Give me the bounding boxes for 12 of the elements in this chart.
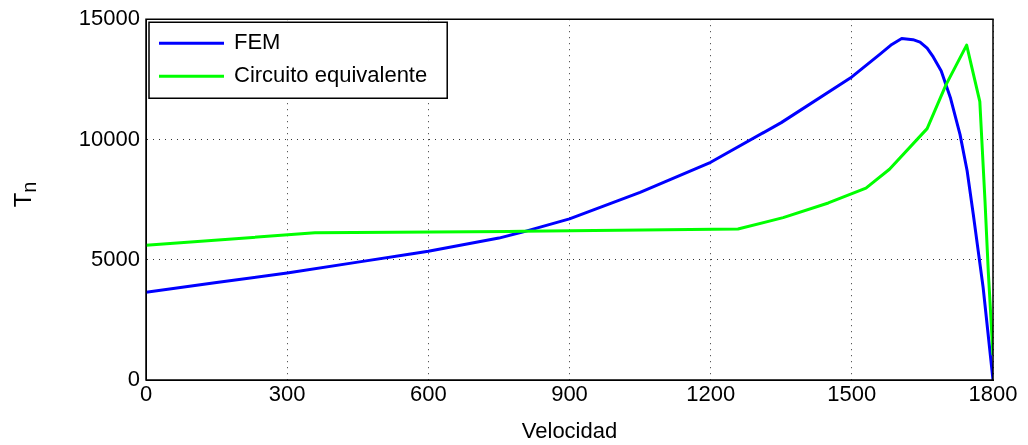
legend-label: Circuito equivalente [234,62,428,88]
legend-label: FEM [234,29,281,55]
y-tick-label: 10000 [78,125,140,151]
y-tick-label: 15000 [78,5,140,31]
x-tick-label: 900 [551,381,588,407]
x-tick-label: 300 [268,381,306,407]
x-tick-label: 600 [409,381,447,407]
x-tick-label: 1500 [827,381,877,407]
x-tick-label: 1200 [686,381,736,407]
x-tick-label: 1800 [968,381,1018,407]
y-tick-label: 5000 [91,245,140,271]
x-axis-title: Velocidad [521,417,618,443]
